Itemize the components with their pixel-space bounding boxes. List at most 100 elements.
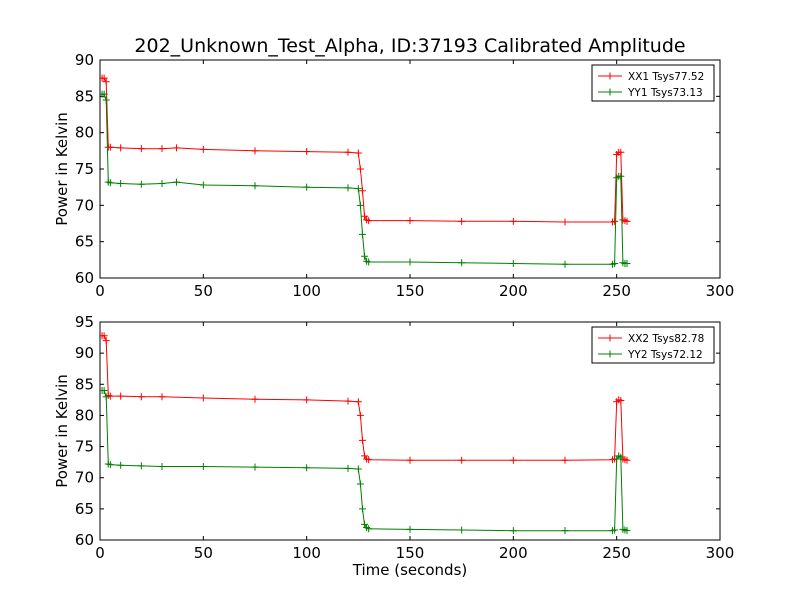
data-point <box>102 78 110 86</box>
data-point <box>623 527 631 535</box>
data-point <box>100 332 108 340</box>
data-point <box>199 463 207 471</box>
data-point <box>344 464 352 472</box>
data-point <box>365 525 373 533</box>
data-point <box>117 392 125 400</box>
plot-area <box>100 332 631 535</box>
x-tick-label: 100 <box>292 544 321 562</box>
data-point <box>509 456 517 464</box>
y-tick-label: 60 <box>75 269 94 287</box>
data-point <box>365 258 373 266</box>
data-point <box>137 180 145 188</box>
data-point <box>458 217 466 225</box>
panel-2: 0 50 100 150 200 250 300 60 65 70 75 80 85 90 95 Power … <box>53 313 734 579</box>
data-point <box>623 456 631 464</box>
data-point <box>406 456 414 464</box>
data-point <box>358 505 366 513</box>
y-tick-label: 85 <box>75 87 94 105</box>
data-point <box>406 525 414 533</box>
data-point <box>358 230 366 238</box>
data-point <box>561 456 569 464</box>
data-point <box>137 145 145 153</box>
legend-swatch-marker <box>606 72 614 80</box>
legend-box <box>591 64 715 102</box>
data-point <box>137 462 145 470</box>
data-point <box>509 217 517 225</box>
x-tick-label: 100 <box>292 282 321 300</box>
x-axis-label: Time (seconds) <box>352 561 468 579</box>
legend-swatch-marker <box>606 334 614 342</box>
data-point <box>617 148 625 156</box>
x-tick-label: 50 <box>194 282 213 300</box>
legend-entry-label: XX1 Tsys77.52 <box>628 71 704 83</box>
data-point <box>251 182 259 190</box>
data-point <box>617 453 625 461</box>
x-tick-label: 150 <box>396 544 425 562</box>
data-point <box>106 179 114 187</box>
data-point <box>458 526 466 534</box>
x-tick-label: 300 <box>706 544 735 562</box>
data-point <box>303 183 311 191</box>
data-point <box>611 259 619 267</box>
y-tick-label: 95 <box>75 313 94 331</box>
data-point <box>344 184 352 192</box>
legend-box <box>591 326 715 364</box>
y-tick-label: 75 <box>75 160 94 178</box>
data-point <box>199 145 207 153</box>
data-point <box>361 252 369 260</box>
data-point <box>561 260 569 268</box>
data-point <box>251 147 259 155</box>
data-point <box>100 387 108 395</box>
legend-swatch-marker <box>606 350 614 358</box>
data-point <box>561 218 569 226</box>
data-point <box>354 185 362 193</box>
data-point <box>106 392 114 400</box>
legend: XX1 Tsys77.52 YY1 Tsys73.13 <box>591 64 715 102</box>
data-point <box>102 96 110 104</box>
data-point <box>251 463 259 471</box>
data-point <box>356 165 364 173</box>
x-tick-label: 250 <box>602 544 631 562</box>
data-point <box>358 187 366 195</box>
data-point <box>117 144 125 152</box>
y-tick-label: 70 <box>75 469 94 487</box>
data-point <box>172 144 180 152</box>
data-point <box>458 456 466 464</box>
data-point <box>356 480 364 488</box>
data-point <box>106 461 114 469</box>
data-point <box>361 212 369 220</box>
y-tick-label: 60 <box>75 531 94 549</box>
x-tick-label: 200 <box>499 282 528 300</box>
legend: XX2 Tsys82.78 YY2 Tsys72.12 <box>591 326 715 364</box>
y-tick-label: 70 <box>75 196 94 214</box>
data-point <box>172 178 180 186</box>
data-point <box>158 393 166 401</box>
plot-area <box>100 74 631 268</box>
data-point <box>158 180 166 188</box>
data-point <box>344 148 352 156</box>
data-point <box>406 258 414 266</box>
data-point <box>365 456 373 464</box>
y-tick-label: 65 <box>75 233 94 251</box>
data-point <box>354 465 362 473</box>
x-tick-label: 300 <box>706 282 735 300</box>
y-axis-label: Power in Kelvin <box>53 112 71 226</box>
data-point <box>137 393 145 401</box>
legend-entry-label: YY1 Tsys73.13 <box>627 87 703 99</box>
x-tick-label: 50 <box>194 544 213 562</box>
y-tick-label: 90 <box>75 51 94 69</box>
data-point <box>611 526 619 534</box>
data-point <box>158 145 166 153</box>
data-point <box>623 217 631 225</box>
panel-1: 0 50 100 150 200 250 300 60 65 70 75 80 85 90 Power in… <box>53 51 734 300</box>
data-point <box>106 143 114 151</box>
data-point <box>561 527 569 535</box>
data-point <box>199 394 207 402</box>
data-point <box>100 90 108 98</box>
data-point <box>303 396 311 404</box>
data-point <box>365 217 373 225</box>
y-axis-label: Power in Kelvin <box>53 374 71 488</box>
data-point <box>303 464 311 472</box>
data-point <box>611 217 619 225</box>
